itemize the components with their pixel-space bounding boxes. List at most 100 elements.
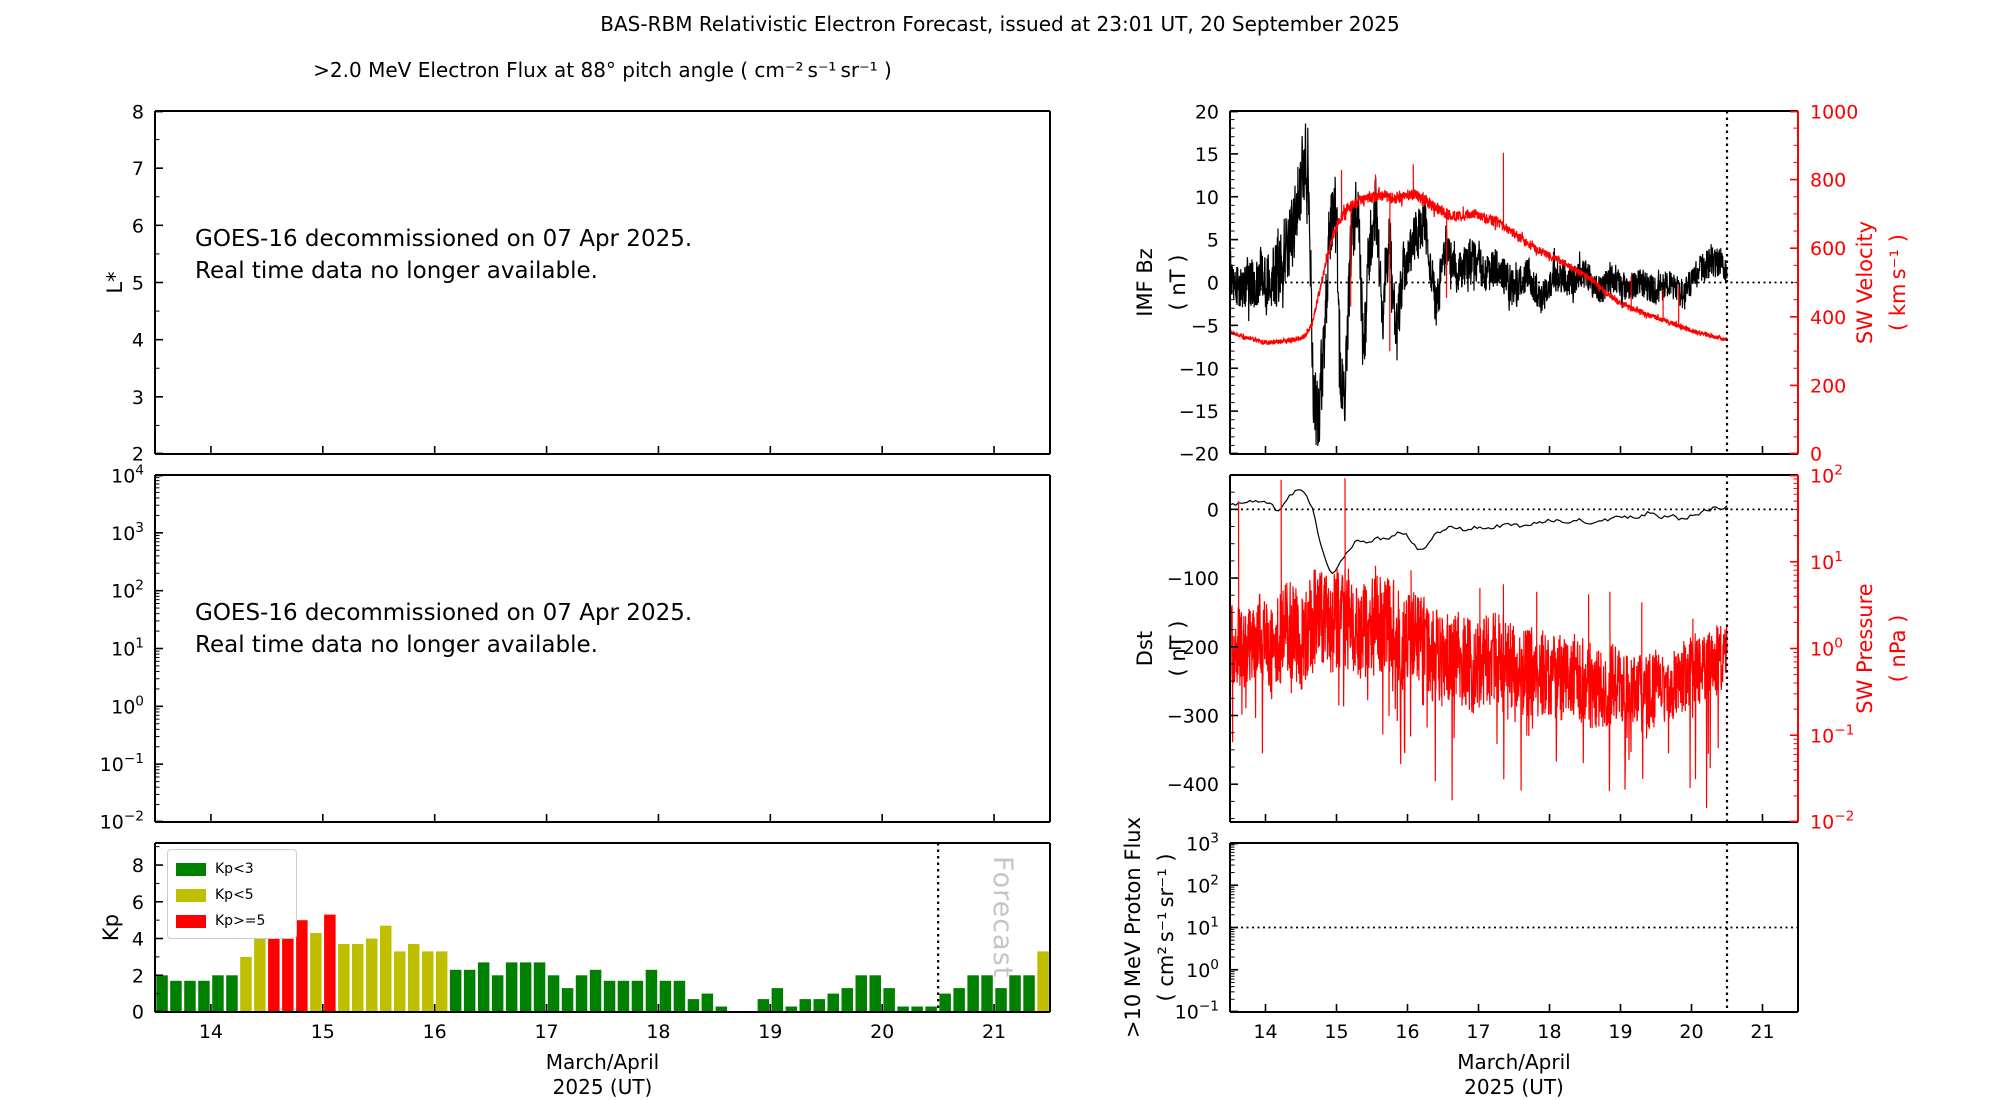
kp-bar (757, 999, 770, 1012)
kp-bar (631, 980, 644, 1012)
svg-text:( nT ): ( nT ) (1166, 621, 1190, 677)
kp-bar (911, 1006, 923, 1012)
kp-bar (575, 975, 588, 1012)
svg-text:8: 8 (132, 855, 144, 877)
svg-text:0: 0 (1810, 443, 1822, 465)
svg-text:14: 14 (1253, 1021, 1277, 1043)
svg-text:101: 101 (1810, 549, 1843, 574)
svg-text:−100: −100 (1167, 568, 1219, 590)
kp-bar (799, 999, 811, 1012)
svg-text:16: 16 (423, 1021, 447, 1043)
svg-text:100: 100 (111, 693, 144, 718)
kp-bar (184, 980, 196, 1012)
kp-bar (701, 993, 714, 1012)
svg-text:15: 15 (1195, 144, 1219, 166)
kp-bar (939, 993, 951, 1012)
kp-bar (212, 975, 224, 1012)
kp-bar (897, 1006, 909, 1012)
svg-text:101: 101 (111, 636, 144, 661)
axis-label: SW Pressure ( nPa ) (1853, 583, 1910, 713)
svg-text:103: 103 (1186, 831, 1219, 856)
svg-text:SW Pressure: SW Pressure (1853, 583, 1877, 713)
svg-text:104: 104 (111, 463, 144, 488)
y-axis-left: 2 3 4 5 6 7 8 (132, 102, 163, 465)
y-axis-left: 104 103 102 101 100 10−1 10−2 (100, 463, 163, 833)
kp-bar (254, 925, 266, 1012)
kp-bar (813, 999, 825, 1012)
svg-text:8: 8 (132, 102, 144, 124)
svg-text:102: 102 (1186, 872, 1219, 897)
kp-bar (561, 988, 574, 1012)
svg-text:10−2: 10−2 (100, 808, 144, 833)
kp-bar (659, 980, 672, 1012)
xlabel-left-line1: March/April (545, 1050, 660, 1074)
svg-text:10−2: 10−2 (1810, 808, 1854, 833)
kp-bar (995, 988, 1007, 1012)
svg-text:5: 5 (1207, 230, 1219, 252)
kp-mid-swatch (176, 888, 206, 902)
svg-text:21: 21 (1750, 1021, 1774, 1043)
kp-bar (519, 962, 532, 1012)
kp-bar (687, 999, 700, 1012)
y-axis-right: 102 101 100 10−1 10−2 (1790, 463, 1854, 833)
panel-spines (1229, 842, 1799, 1013)
x-axis (210, 446, 995, 454)
svg-text:2: 2 (132, 965, 144, 987)
kp-bar (449, 969, 462, 1013)
svg-text:15: 15 (1324, 1021, 1348, 1043)
x-axis: 14 15 16 17 18 19 20 21 (199, 1004, 1006, 1043)
y-axis-right: 1000 800 600 400 200 0 (1790, 102, 1858, 465)
svg-text:SW Velocity: SW Velocity (1853, 221, 1877, 344)
goes-notice-line2: Real time data no longer available. (195, 258, 598, 284)
kp-bar (883, 988, 895, 1012)
svg-text:( km s⁻¹ ): ( km s⁻¹ ) (1886, 234, 1910, 331)
svg-text:600: 600 (1810, 238, 1846, 260)
series-imf-bz (1229, 123, 1728, 446)
kp-bar (925, 1006, 937, 1012)
kp-bar (771, 988, 784, 1012)
electron-flux-panel-title: >2.0 MeV Electron Flux at 88° pitch angl… (313, 58, 892, 82)
kp-bar (268, 888, 280, 1012)
kp-bar (533, 962, 546, 1012)
axis-label: IMF Bz ( nT ) (1133, 248, 1190, 317)
svg-text:18: 18 (646, 1021, 670, 1043)
svg-text:10−1: 10−1 (1810, 722, 1854, 747)
axis-label: SW Velocity ( km s⁻¹ ) (1853, 221, 1910, 344)
axis-label: Kp (99, 914, 123, 941)
kp-bar (841, 988, 853, 1012)
svg-text:21: 21 (982, 1021, 1006, 1043)
svg-text:6: 6 (132, 892, 144, 914)
svg-text:−20: −20 (1179, 443, 1219, 465)
kp-bar (617, 980, 630, 1012)
svg-text:100: 100 (1186, 957, 1219, 982)
axis-label: L* (103, 271, 127, 293)
kp-bar (198, 980, 210, 1012)
svg-text:400: 400 (1810, 307, 1846, 329)
kp-bar (380, 925, 392, 1012)
series-sw-velocity (1229, 152, 1728, 352)
kp-bar (785, 1006, 798, 1012)
kp-mid-label: Kp<5 (215, 887, 254, 903)
x-axis (210, 814, 995, 822)
svg-text:16: 16 (1395, 1021, 1419, 1043)
goes-notice2-line2: Real time data no longer available. (195, 632, 598, 658)
svg-text:6: 6 (132, 215, 144, 237)
x-axis: 14 15 16 17 18 19 20 21 (1253, 1004, 1775, 1043)
kp-bar (855, 975, 867, 1012)
kp-legend-item-high: Kp>=5 (176, 908, 288, 934)
axis-label: Dst ( nT ) (1133, 621, 1190, 677)
kp-bar (869, 975, 881, 1012)
kp-bar (463, 969, 476, 1013)
svg-text:>10 MeV Proton Flux: >10 MeV Proton Flux (1121, 817, 1145, 1038)
goes-notice-line1: GOES-16 decommissioned on 07 Apr 2025. (195, 226, 693, 252)
svg-text:5: 5 (132, 273, 144, 295)
kp-bar (1009, 975, 1021, 1012)
svg-text:100: 100 (1810, 636, 1843, 661)
svg-text:20: 20 (1679, 1021, 1703, 1043)
kp-bar (645, 969, 658, 1013)
kp-bar (226, 975, 238, 1012)
panel-spines (1229, 474, 1799, 823)
kp-bar (967, 975, 979, 1012)
svg-text:101: 101 (1186, 915, 1219, 940)
